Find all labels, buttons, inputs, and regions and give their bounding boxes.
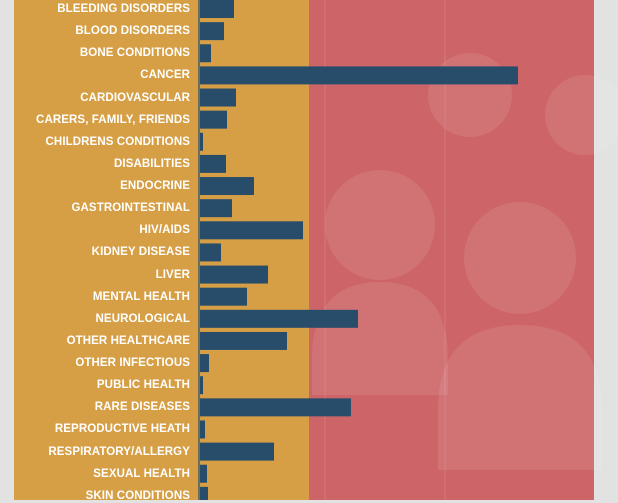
category-label: OTHER INFECTIOUS [75, 357, 190, 370]
category-label: RESPIRATORY/ALLERGY [48, 445, 190, 458]
category-label: SEXUAL HEALTH [93, 467, 190, 480]
category-label: CARDIOVASCULAR [80, 91, 190, 104]
bar-bleeding-disorders [200, 0, 234, 18]
bar-rare-diseases [200, 398, 351, 417]
category-label: BLEEDING DISORDERS [57, 3, 190, 15]
bar-public-health [200, 376, 203, 395]
category-label: GASTROINTESTINAL [71, 202, 190, 215]
bar-bone-conditions [200, 44, 211, 63]
category-label: CARERS, FAMILY, FRIENDS [36, 113, 190, 126]
bar-group [198, 0, 518, 500]
category-label: PUBLIC HEALTH [96, 379, 190, 392]
category-label: LIVER [155, 268, 190, 281]
bar-cardiovascular [200, 88, 236, 107]
bar-liver [200, 265, 268, 284]
bar-other-healthcare [200, 331, 287, 350]
category-label: MENTAL HEALTH [92, 290, 190, 303]
bar-hiv-aids [200, 221, 303, 240]
category-label: ENDOCRINE [120, 180, 190, 193]
bar-neurological [200, 309, 358, 328]
category-label: NEUROLOGICAL [95, 312, 190, 325]
category-label: BLOOD DISORDERS [75, 25, 190, 38]
category-label: DISABILITIES [114, 157, 190, 170]
bar-mental-health [200, 287, 247, 306]
bar-childrens-conditions [200, 132, 203, 151]
bar-reproductive-heath [200, 420, 205, 439]
bar-other-infectious [200, 354, 209, 373]
category-label: OTHER HEALTHCARE [66, 334, 190, 347]
category-label: HIV/AIDS [139, 224, 190, 237]
bar-kidney-disease [200, 243, 221, 262]
category-label: CHILDRENS CONDITIONS [45, 135, 190, 148]
category-label: REPRODUCTIVE HEATH [54, 423, 190, 436]
category-label: KIDNEY DISEASE [91, 246, 190, 259]
category-label: CANCER [140, 69, 190, 82]
bar-disabilities [200, 154, 226, 173]
bar-skin-conditions [200, 486, 208, 500]
bar-gastrointestinal [200, 199, 232, 218]
bar-cancer [200, 66, 518, 85]
category-label: BONE CONDITIONS [79, 47, 190, 60]
bar-endocrine [200, 177, 254, 196]
category-label: SKIN CONDITIONS [85, 489, 190, 502]
bar-carers-family-friends [200, 110, 227, 129]
bar-blood-disorders [200, 22, 224, 41]
bar-respiratory-allergy [200, 442, 274, 461]
bar-sexual-health [200, 464, 207, 483]
category-label: RARE DISEASES [94, 401, 190, 414]
